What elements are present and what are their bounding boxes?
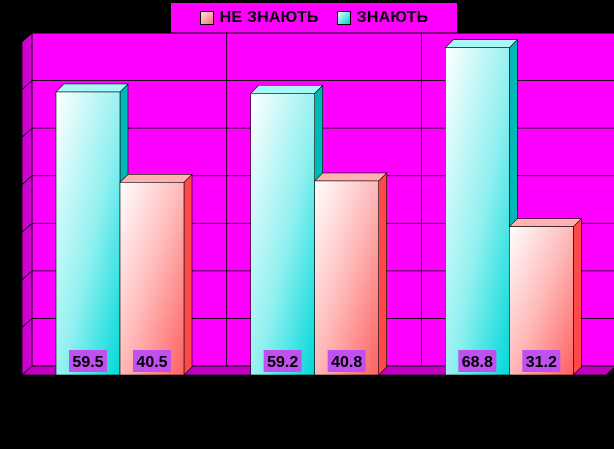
data-label-znayut-2: 59.2: [267, 354, 298, 371]
bar-znayut-2: [250, 93, 315, 376]
legend-label-znayut: ЗНАЮТЬ: [356, 9, 429, 26]
data-label-bg-ne-znayut-1: [133, 350, 171, 372]
bar-ne-znayut-2: [314, 180, 379, 376]
bar-znayut-1: [55, 91, 121, 376]
bar-top-ne-znayut-2: [313, 172, 388, 182]
bar-top-znayut-2: [249, 85, 324, 94]
gridline-wall: [21, 175, 33, 186]
data-label-bg-znayut-1: [69, 350, 107, 372]
data-label-ne-znayut-2: 40.8: [331, 354, 362, 371]
bar-znayut-3: [445, 47, 510, 376]
data-label-znayut-3: 68.8: [462, 354, 493, 371]
bar-side-ne-znayut-3: [573, 217, 582, 376]
gridline-wall: [21, 127, 33, 138]
chart-legend: НЕ ЗНАЮТЬ ЗНАЮТЬ: [170, 2, 458, 34]
bar-ne-znayut-1: [119, 182, 185, 376]
data-label-bg-ne-znayut-2: [327, 350, 366, 372]
data-label-ne-znayut-3: 31.2: [526, 354, 557, 371]
gridline-wall: [21, 222, 33, 233]
gridline-wall: [21, 318, 33, 328]
chart-left-wall: [21, 32, 33, 376]
legend-item-znayut: ЗНАЮТЬ: [336, 9, 429, 27]
legend-item-ne-znayut: НЕ ЗНАЮТЬ: [199, 9, 319, 27]
data-label-bg-ne-znayut-3: [522, 350, 561, 372]
legend-swatch-ne-znayut: [199, 11, 214, 25]
data-label-znayut-1: 59.5: [72, 354, 103, 371]
data-label-bg-znayut-3: [458, 350, 497, 372]
bar-side-ne-znayut-2: [378, 172, 387, 376]
data-label-bg-znayut-2: [263, 350, 302, 372]
legend-swatch-znayut: [336, 11, 351, 25]
data-label-ne-znayut-1: 40.5: [136, 354, 167, 371]
legend-label-ne-znayut: НЕ ЗНАЮТЬ: [219, 9, 319, 26]
gridline-wall: [21, 80, 33, 90]
bar-top-znayut-1: [55, 83, 129, 93]
gridline-wall: [21, 270, 33, 281]
bar-side-ne-znayut-1: [183, 173, 193, 376]
bar-top-ne-znayut-1: [119, 174, 193, 183]
bar-top-znayut-3: [444, 39, 519, 49]
bar-top-ne-znayut-3: [508, 218, 583, 227]
